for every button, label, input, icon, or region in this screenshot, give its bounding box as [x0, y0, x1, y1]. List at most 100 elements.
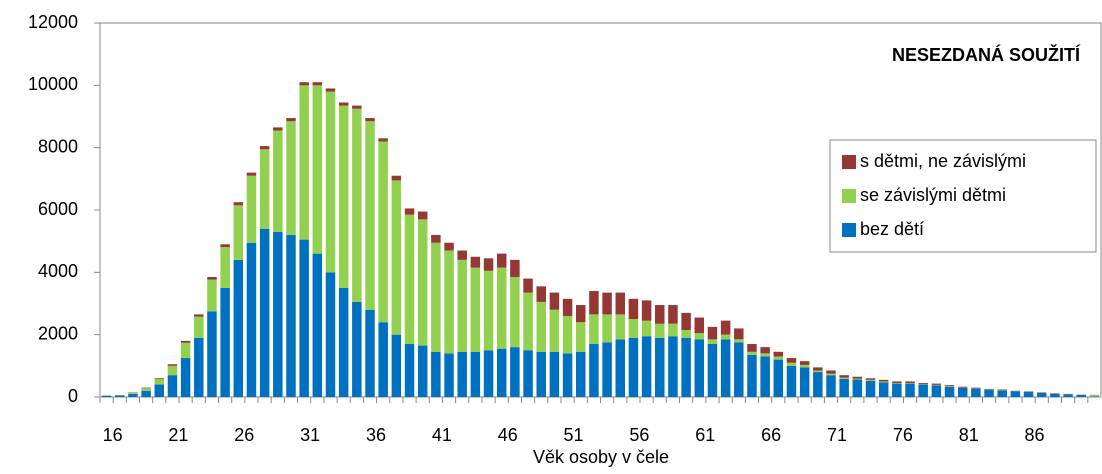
bar-segment — [497, 349, 506, 397]
bar-segment — [484, 258, 493, 270]
bar-segment — [405, 215, 414, 344]
bar-segment — [813, 367, 822, 370]
bar-segment — [181, 358, 190, 397]
x-tick-label: 26 — [234, 425, 254, 445]
y-tick-label: 0 — [68, 386, 78, 406]
bar-segment — [984, 390, 993, 397]
bar-segment — [220, 247, 229, 288]
bar-segment — [550, 293, 559, 310]
bar-segment — [523, 279, 532, 293]
bar-segment — [247, 173, 256, 176]
bar-segment — [155, 379, 164, 384]
bar-segment — [892, 384, 901, 397]
bar-segment — [695, 333, 704, 339]
bar-segment — [352, 106, 361, 109]
bar-segment — [668, 324, 677, 336]
bar-segment — [866, 380, 875, 381]
bar-segment — [839, 378, 848, 379]
bar-segment — [945, 386, 954, 387]
bar-segment — [747, 352, 756, 355]
bar-segment — [668, 336, 677, 397]
bar-segment — [932, 385, 941, 397]
bar-segment — [760, 353, 769, 356]
bar-segment — [378, 141, 387, 322]
bar-segment — [787, 358, 796, 363]
bar-segment — [141, 391, 150, 397]
bar-segment — [273, 127, 282, 130]
y-tick-label: 4000 — [38, 261, 78, 281]
bar-segment — [681, 313, 690, 330]
bar-segment — [681, 338, 690, 397]
legend-swatch — [842, 189, 856, 203]
bar-segment — [405, 344, 414, 397]
bar-segment — [102, 396, 111, 397]
bar-segment — [378, 322, 387, 397]
bar-segment — [800, 365, 809, 367]
bar-segment — [220, 244, 229, 247]
bar-segment — [721, 339, 730, 397]
bar-segment — [708, 339, 717, 344]
legend-label: bez dětí — [860, 219, 924, 239]
bar-segment — [286, 235, 295, 397]
bar-segment — [602, 293, 611, 315]
bar-segment — [234, 202, 243, 205]
bar-segment — [932, 384, 941, 385]
x-tick-label: 56 — [629, 425, 649, 445]
legend-swatch — [842, 223, 856, 237]
bar-segment — [234, 205, 243, 260]
bar-segment — [168, 375, 177, 397]
bar-segment — [313, 85, 322, 253]
bar-segment — [326, 88, 335, 91]
bar-segment — [932, 385, 941, 386]
bar-segment — [168, 366, 177, 375]
bar-segment — [510, 260, 519, 277]
x-tick-label: 51 — [564, 425, 584, 445]
bar-segment — [141, 388, 150, 389]
bar-segment — [1024, 392, 1033, 397]
bar-segment — [207, 277, 216, 279]
bar-segment — [681, 330, 690, 338]
bar-segment — [734, 342, 743, 397]
bar-segment — [563, 299, 572, 316]
x-tick-label: 86 — [1025, 425, 1045, 445]
bar-segment — [247, 243, 256, 397]
bar-segment — [484, 350, 493, 397]
bar-segment — [313, 82, 322, 85]
bar-segment — [431, 243, 440, 352]
bar-segment — [550, 310, 559, 352]
bar-segment — [760, 347, 769, 353]
bar-segment — [234, 260, 243, 397]
bar-segment — [1090, 395, 1099, 396]
x-tick-label: 76 — [893, 425, 913, 445]
legend-swatch — [842, 155, 856, 169]
bar-segment — [418, 212, 427, 220]
x-tick-label: 36 — [366, 425, 386, 445]
bar-segment — [418, 346, 427, 397]
bar-segment — [655, 324, 664, 338]
bar-segment — [405, 208, 414, 214]
x-tick-label: 31 — [300, 425, 320, 445]
bar-segment — [668, 305, 677, 324]
bar-segment — [826, 371, 835, 374]
bar-segment — [1090, 396, 1099, 397]
bar-segment — [760, 356, 769, 397]
bar-segment — [800, 367, 809, 397]
bar-segment — [418, 219, 427, 345]
bar-segment — [378, 138, 387, 141]
bar-segment — [339, 106, 348, 288]
bar-segment — [181, 343, 190, 358]
bar-segment — [457, 352, 466, 397]
bar-segment — [273, 131, 282, 232]
bar-segment — [826, 374, 835, 376]
bar-segment — [352, 109, 361, 302]
bar-segment — [471, 268, 480, 352]
bar-segment — [629, 319, 638, 338]
bar-segment — [945, 385, 954, 386]
bar-segment — [286, 118, 295, 121]
bar-segment — [576, 305, 585, 322]
y-tick-label: 8000 — [38, 136, 78, 156]
bar-segment — [457, 251, 466, 260]
bar-segment — [431, 235, 440, 243]
bar-segment — [1050, 394, 1059, 397]
